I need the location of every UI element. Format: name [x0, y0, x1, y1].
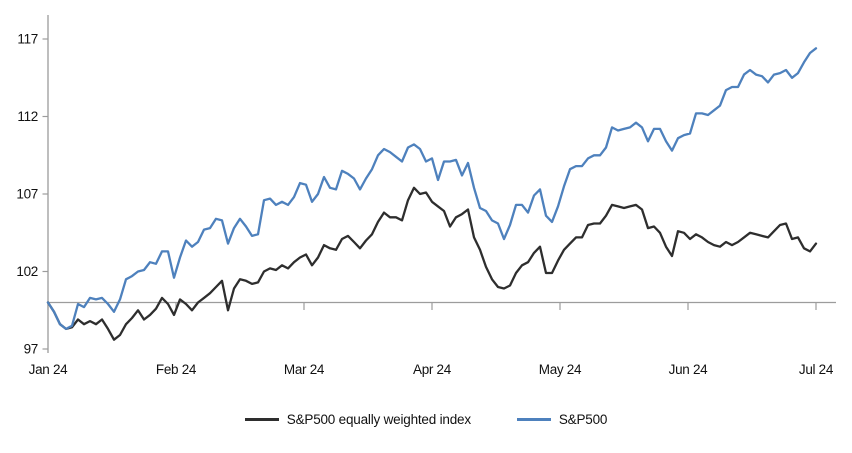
x-axis-tick-label: Mar 24 [284, 362, 325, 377]
equal-weight-line-swatch [244, 418, 279, 421]
chart-legend: S&P500 equally weighted index S&P500 [0, 412, 852, 427]
x-axis-tick-label: Apr 24 [413, 362, 452, 377]
y-axis-tick-label: 102 [16, 264, 38, 279]
y-axis-tick-label: 97 [24, 342, 38, 357]
y-axis-tick-label: 107 [16, 187, 38, 202]
x-axis-tick-label: Jul 24 [799, 362, 834, 377]
x-axis-tick-label: Jun 24 [669, 362, 709, 377]
x-axis-tick-label: Feb 24 [156, 362, 197, 377]
sp500-line-swatch [516, 418, 551, 421]
x-axis-tick-label: May 24 [539, 362, 582, 377]
x-axis-tick-label: Jan 24 [29, 362, 69, 377]
y-axis-tick-label: 117 [17, 32, 38, 47]
sp500-line [46, 47, 818, 331]
legend-label-sp500: S&P500 [558, 412, 608, 427]
legend-label-equal-weight: S&P500 equally weighted index [286, 412, 471, 427]
legend-item-sp500: S&P500 [516, 412, 608, 427]
legend-item-equal-weight: S&P500 equally weighted index [244, 412, 471, 427]
y-axis-tick-label: 112 [17, 109, 38, 124]
sp500-equally-weighted-line [46, 186, 818, 341]
